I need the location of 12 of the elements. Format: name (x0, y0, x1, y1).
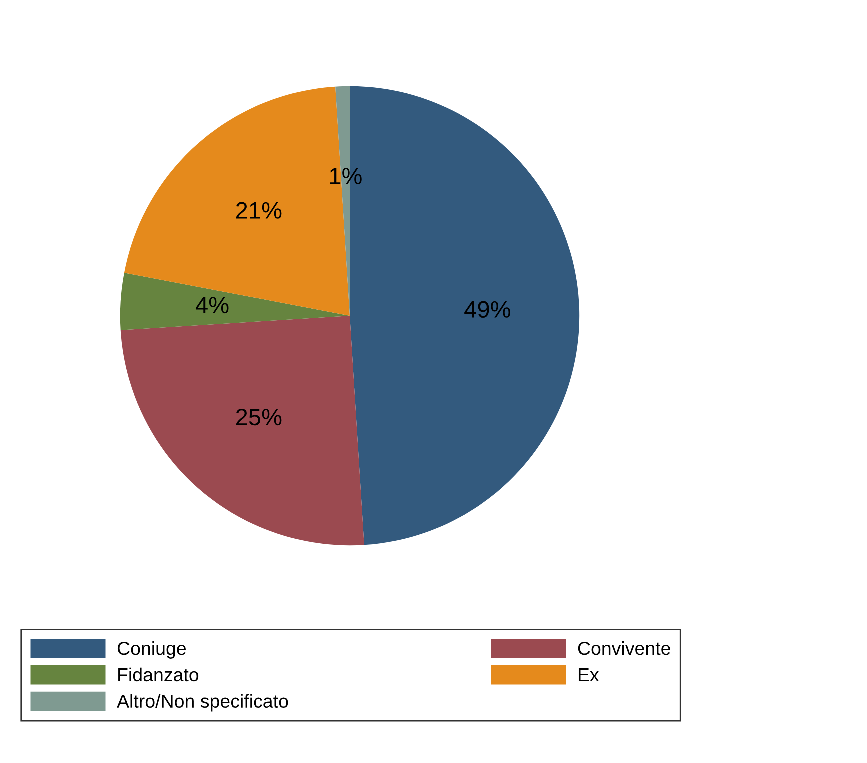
data-label: 49% (464, 301, 510, 318)
data-label: 25% (236, 408, 282, 426)
data-label: 4% (196, 297, 229, 314)
legend-label: Fidanzato (118, 668, 199, 682)
legend-label: Coniuge (118, 641, 186, 659)
pie-slice (120, 272, 350, 330)
data-label: 1% (330, 168, 362, 185)
pie-slice (120, 316, 364, 546)
legend-label: Ex (578, 668, 600, 682)
data-label: 21% (236, 202, 282, 219)
legend-label: Altro/Non specificato (117, 694, 288, 712)
legend-label: Convivente (578, 641, 670, 656)
